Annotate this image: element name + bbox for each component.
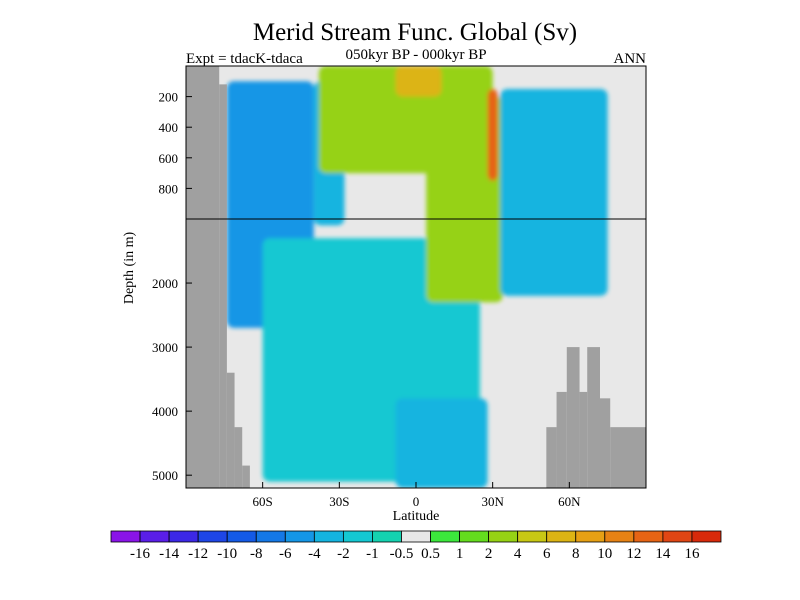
y-axis: 200 400 600 800 2000 3000 4000 5000 — [152, 90, 192, 483]
land-mask-block — [579, 391, 588, 488]
colorbar-label: 8 — [572, 546, 580, 562]
colorbar-label: 2 — [485, 546, 493, 562]
colorbar-label: 12 — [626, 546, 641, 562]
colorbar-swatch — [662, 530, 693, 543]
colorbar-swatch — [401, 530, 431, 543]
colorbar-swatch — [168, 530, 199, 543]
colorbar-label: -14 — [159, 546, 179, 562]
colorbar-label: -16 — [130, 546, 150, 562]
land-mask-block — [546, 427, 557, 488]
colorbar-swatch — [517, 530, 548, 543]
colorbar-label: 1 — [456, 546, 464, 562]
colorbar-label: -12 — [188, 546, 208, 562]
period-label: 050kyr BP - 000kyr BP — [345, 47, 486, 63]
x-tick-label: 30N — [481, 494, 504, 509]
colorbar-swatch — [139, 530, 170, 543]
colorbar-swatch — [691, 530, 722, 543]
x-tick-label: 60N — [558, 494, 581, 509]
land-mask-block — [226, 372, 235, 488]
colorbar-swatch — [255, 530, 286, 543]
land-mask-block — [242, 465, 250, 488]
colorbar-label: 6 — [543, 546, 551, 562]
field-tropical-core-positive — [395, 66, 442, 97]
colorbar-swatch — [110, 530, 141, 543]
colorbar-swatch — [546, 530, 577, 543]
y-tick-label: 600 — [159, 151, 179, 166]
colorbar-label: -0.5 — [390, 546, 414, 562]
land-mask-block — [600, 398, 611, 488]
x-tick-label: 0 — [413, 494, 420, 509]
colorbar-swatch — [284, 530, 315, 543]
y-tick-label: 800 — [159, 181, 179, 196]
land-mask-block — [610, 427, 646, 488]
colorbar-swatch — [575, 530, 606, 543]
field-near-surface-narrow-max — [487, 88, 498, 181]
y-tick-label: 200 — [159, 90, 179, 105]
colorbar-label: -8 — [250, 546, 263, 562]
land-mask-block — [186, 66, 220, 488]
land-mask-block — [234, 427, 243, 488]
colorbar-label: 0.5 — [421, 546, 440, 562]
plot-area — [185, 65, 647, 489]
colorbar-swatch — [342, 530, 373, 543]
colorbar-swatch — [430, 530, 460, 543]
land-mask — [186, 66, 646, 488]
colorbar-label: 16 — [684, 546, 700, 562]
x-tick-label: 60S — [253, 494, 273, 509]
y-tick-label: 4000 — [152, 404, 178, 419]
y-tick-label: 5000 — [152, 468, 178, 483]
colorbar-swatch — [604, 530, 635, 543]
y-tick-label: 2000 — [152, 276, 178, 291]
colorbar-label: -10 — [217, 546, 237, 562]
experiment-label: Expt = tdacK-tdaca — [186, 51, 303, 67]
x-axis: 60S 30S 0 30N 60N — [253, 482, 581, 509]
colorbar-swatch — [488, 530, 519, 543]
land-mask-block — [566, 347, 580, 488]
contour-fields — [226, 66, 608, 488]
x-axis-label: Latitude — [393, 509, 440, 524]
y-tick-label: 400 — [159, 120, 179, 135]
chart-title: Merid Stream Func. Global (Sv) — [253, 19, 577, 46]
colorbar-swatch — [372, 530, 402, 543]
colorbar-label: -2 — [337, 546, 350, 562]
colorbar-label: 10 — [597, 546, 612, 562]
land-mask-block — [219, 84, 227, 488]
colorbar-swatch — [226, 530, 257, 543]
colorbar-swatch — [197, 530, 228, 543]
land-mask-block — [556, 391, 567, 488]
colorbar-swatch — [313, 530, 344, 543]
colorbar-label: -6 — [279, 546, 292, 562]
colorbar-label: 14 — [655, 546, 671, 562]
colorbar-label: 4 — [514, 546, 522, 562]
y-axis-label: Depth (in m) — [122, 232, 137, 305]
colorbar: -16 -14 -12 -10 -8 -6 -4 -2 -1 -0.5 0.5 1 2 4 6 8 10 12 14… — [110, 530, 722, 562]
y-tick-label: 3000 — [152, 340, 178, 355]
colorbar-swatch — [459, 530, 490, 543]
colorbar-label: -1 — [366, 546, 379, 562]
land-mask-block — [587, 347, 600, 488]
field-north-atlantic-positive — [426, 96, 503, 303]
season-label: ANN — [614, 51, 647, 67]
x-tick-label: 30S — [329, 494, 349, 509]
colorbar-label: -4 — [308, 546, 321, 562]
colorbar-swatch — [633, 530, 664, 543]
field-northern-negative — [500, 88, 608, 296]
field-antarctic-bottom-cell — [395, 398, 488, 488]
